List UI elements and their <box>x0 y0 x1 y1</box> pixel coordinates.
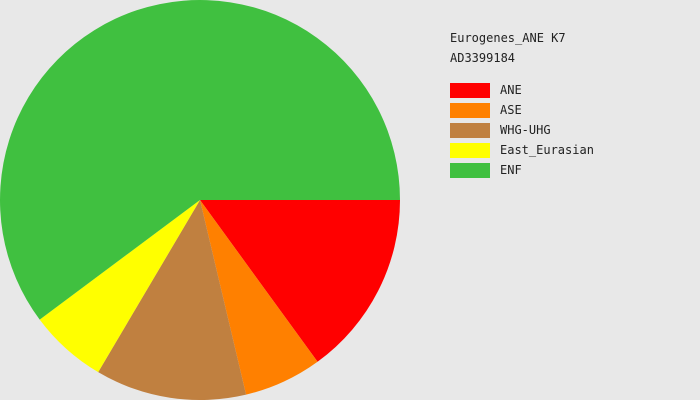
pie-slice-whg-uhg <box>98 200 247 400</box>
legend-swatch <box>450 162 490 178</box>
legend-item: ANE <box>450 80 594 100</box>
pie-slice-east-eurasian <box>39 200 201 373</box>
legend-label: ANE <box>500 83 522 97</box>
legend-item: ENF <box>450 160 594 180</box>
legend-label: ASE <box>500 103 522 117</box>
legend-swatch <box>450 122 490 138</box>
pie-slice-ase <box>200 200 318 395</box>
legend-item: ASE <box>450 100 594 120</box>
legend-label: WHG-UHG <box>500 123 551 137</box>
legend-label: ENF <box>500 163 522 177</box>
legend-label: East_Eurasian <box>500 143 594 157</box>
legend-swatch <box>450 82 490 98</box>
chart-title: Eurogenes_ANE K7 <box>450 31 566 45</box>
legend-swatch <box>450 142 490 158</box>
legend-swatch <box>450 102 490 118</box>
pie-slice-enf <box>0 0 400 320</box>
chart-subtitle: AD3399184 <box>450 51 516 65</box>
legend-item: WHG-UHG <box>450 120 594 140</box>
pie-slices <box>0 0 400 400</box>
legend-item: East_Eurasian <box>450 140 594 160</box>
legend: Eurogenes_ANE K7 AD3399184 ANE ASE WHG-UHG… <box>450 30 594 180</box>
pie-slice-ane <box>200 200 400 362</box>
